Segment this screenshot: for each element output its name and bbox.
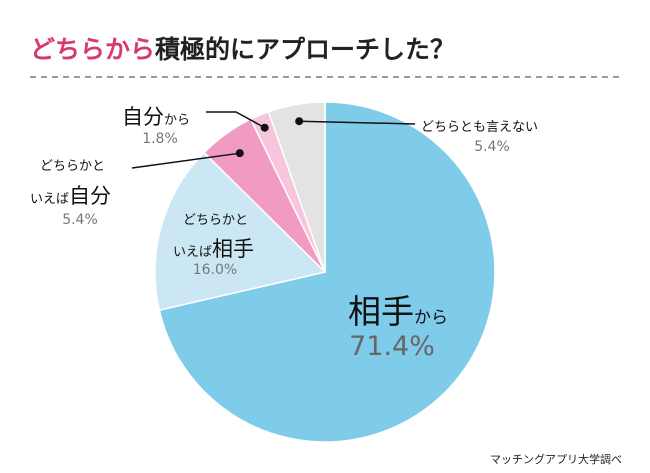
source-note: マッチングアプリ大学調べ xyxy=(490,452,622,466)
label-self: 自分から xyxy=(122,105,190,129)
leader-line-self xyxy=(206,111,266,129)
value-label-self: 1.8% xyxy=(142,131,178,147)
label-neither: どちらとも言えない xyxy=(421,120,538,135)
label-partner: 相手から xyxy=(348,292,448,331)
value-label-rather-partner: 16.0% xyxy=(193,262,237,278)
leader-dot-rather-self xyxy=(235,149,244,158)
label-rather-self-big: 自分 xyxy=(69,184,111,208)
label-rather-partner-small: いえば xyxy=(173,245,212,260)
leader-line-neither xyxy=(299,120,416,125)
leader-dot-self xyxy=(260,123,269,132)
label-self-small: から xyxy=(164,113,190,128)
chart-title: どちらから積極的にアプローチした？ xyxy=(30,35,455,64)
label-rather-partner-line2: いえば相手 xyxy=(173,237,254,261)
title-rest: 積極的にアプローチした？ xyxy=(155,35,455,64)
pie-slice-partner xyxy=(158,101,496,443)
pie-slice-rather-partner xyxy=(154,151,327,312)
label-partner-big: 相手 xyxy=(348,292,414,331)
title-accent: どちらから xyxy=(30,35,155,64)
leader-dot-neither xyxy=(295,117,304,126)
pie-slices xyxy=(154,101,496,443)
value-label-partner: 71.4% xyxy=(349,331,435,362)
label-rather-self-line2: いえば自分 xyxy=(30,184,111,208)
value-label-rather-self: 5.4% xyxy=(62,212,98,228)
label-rather-self-small: いえば xyxy=(30,192,69,207)
leader-lines xyxy=(131,111,416,169)
value-label-neither: 5.4% xyxy=(474,139,510,155)
label-rather-partner-big: 相手 xyxy=(212,237,254,261)
label-self-big: 自分 xyxy=(122,105,164,129)
label-partner-small: から xyxy=(414,308,448,328)
label-rather-partner-line1: どちらかと xyxy=(183,213,248,228)
pie-slice-neither xyxy=(267,101,326,273)
label-rather-self-line1: どちらかと xyxy=(40,159,105,174)
leader-line-rather-self xyxy=(131,152,240,169)
